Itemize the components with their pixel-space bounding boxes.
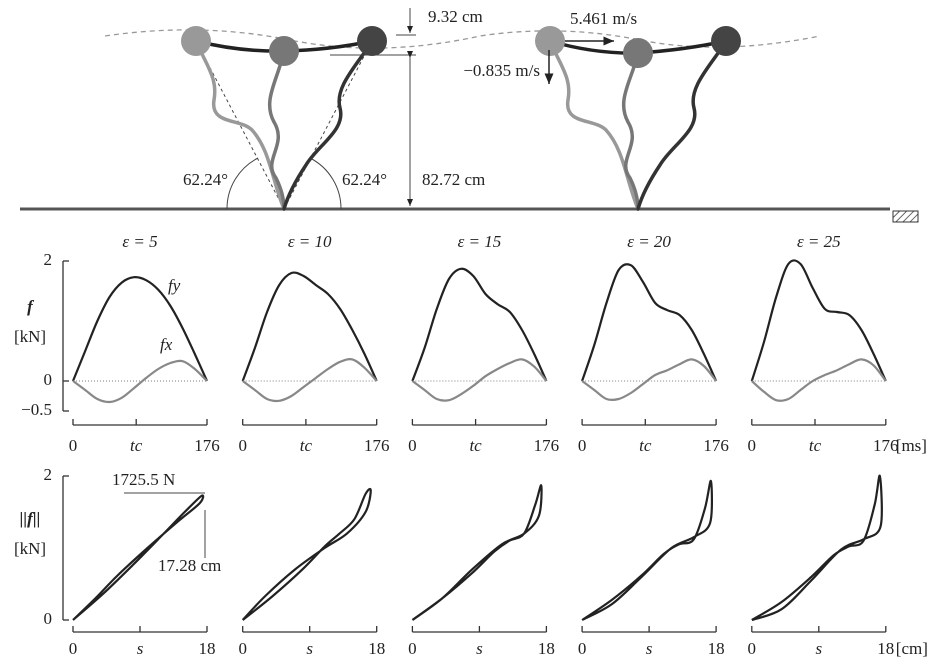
data-line	[412, 359, 546, 400]
y-tick-label: 0	[44, 609, 53, 628]
series-label: fy	[168, 276, 181, 295]
data-line	[243, 489, 371, 620]
x-tick-label: tc	[469, 436, 482, 455]
vy-label: −0.835 m/s	[463, 61, 540, 80]
figure: 9.32 cm 5.461 m/s −0.835 m/s 62.24° 62.2…	[0, 0, 938, 668]
x-tick-label: 176	[703, 436, 729, 455]
x-tick-label: 0	[238, 639, 247, 658]
x-tick-label: 0	[578, 436, 587, 455]
height-label: 82.72 cm	[422, 170, 485, 189]
y-tick-label: 0	[44, 370, 53, 389]
y-axis-unit: [kN]	[14, 327, 46, 346]
data-line	[752, 359, 886, 400]
y-tick-label: −0.5	[21, 400, 52, 419]
x-tick-label: 0	[408, 639, 417, 658]
y-axis-label: f	[27, 297, 35, 316]
x-tick-label: 18	[199, 639, 216, 658]
series-label: fx	[160, 335, 173, 354]
x-axis-label: [ms]	[896, 436, 927, 455]
data-line	[412, 485, 541, 620]
x-tick-label: 176	[873, 436, 899, 455]
ground-block	[893, 211, 918, 222]
x-tick-label: 0	[69, 639, 78, 658]
data-line	[412, 269, 546, 381]
x-tick-label: 0	[238, 436, 247, 455]
x-tick-label: s	[646, 639, 653, 658]
data-line	[752, 476, 882, 620]
chart-title: ε = 15	[458, 232, 502, 251]
y-axis-unit: [kN]	[14, 539, 46, 558]
x-tick-label: 18	[368, 639, 385, 658]
x-tick-label: 18	[708, 639, 725, 658]
vx-label: 5.461 m/s	[570, 9, 637, 28]
chart-title: ε = 25	[797, 232, 841, 251]
x-tick-label: 0	[578, 639, 587, 658]
data-line	[752, 260, 886, 381]
chart-title: ε = 5	[122, 232, 157, 251]
x-tick-label: 176	[364, 436, 390, 455]
data-line	[243, 273, 377, 381]
x-tick-label: 0	[748, 639, 757, 658]
illustration: 9.32 cm 5.461 m/s −0.835 m/s 62.24° 62.2…	[20, 7, 918, 222]
y-axis-label: ||f||	[20, 509, 41, 528]
x-tick-label: 18	[538, 639, 555, 658]
x-tick-label: tc	[639, 436, 652, 455]
angle-label: 62.24°	[342, 170, 387, 189]
annotation: 1725.5 N	[112, 470, 175, 489]
data-line	[73, 361, 207, 402]
robot-right	[535, 26, 741, 209]
x-tick-label: 0	[408, 436, 417, 455]
data-line	[582, 359, 716, 400]
y-tick-label: 2	[44, 250, 53, 269]
data-line	[73, 277, 207, 381]
clearance-label: 9.32 cm	[428, 7, 483, 26]
y-tick-label: 2	[44, 465, 53, 484]
x-tick-label: s	[306, 639, 313, 658]
angle-arc	[310, 158, 341, 209]
chart-title: ε = 20	[627, 232, 671, 251]
x-tick-label: tc	[300, 436, 313, 455]
x-tick-label: 0	[748, 436, 757, 455]
x-tick-label: s	[476, 639, 483, 658]
data-line	[243, 359, 377, 401]
x-tick-label: 18	[877, 639, 894, 658]
annotation: 17.28 cm	[158, 556, 221, 575]
x-tick-label: 176	[534, 436, 560, 455]
data-line	[582, 481, 712, 620]
x-tick-label: 0	[69, 436, 78, 455]
x-axis-label: [cm]	[896, 639, 928, 658]
angle-arc	[227, 158, 258, 209]
chart-title: ε = 10	[288, 232, 332, 251]
angle-label: 62.24°	[183, 170, 228, 189]
x-tick-label: tc	[809, 436, 822, 455]
x-tick-label: s	[815, 639, 822, 658]
data-line	[582, 264, 716, 381]
x-tick-label: s	[137, 639, 144, 658]
x-tick-label: tc	[130, 436, 143, 455]
x-tick-label: 176	[194, 436, 220, 455]
